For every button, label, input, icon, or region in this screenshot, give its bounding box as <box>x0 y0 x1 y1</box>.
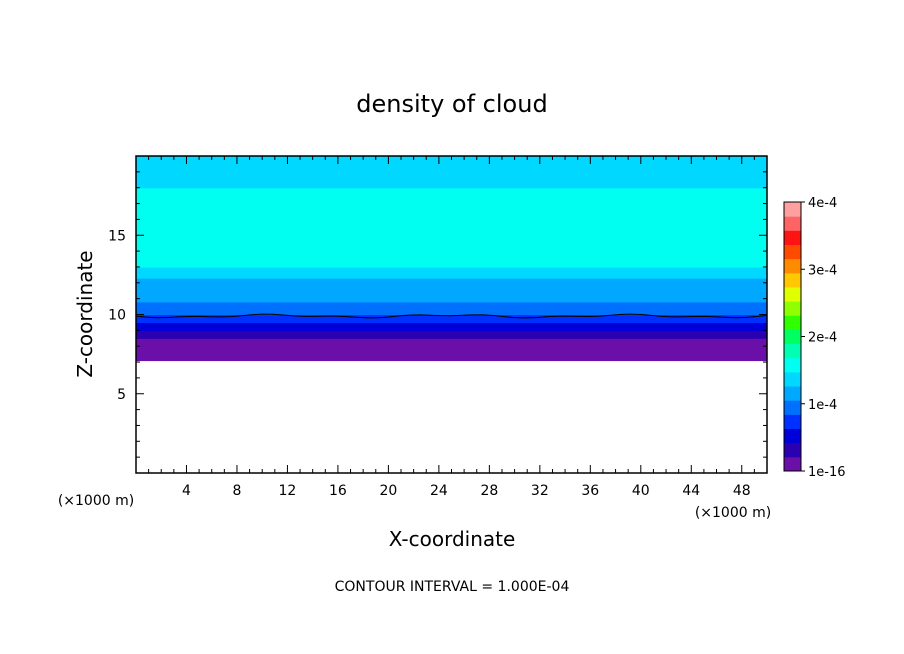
density-band <box>136 352 767 362</box>
x-tick-label: 20 <box>379 483 397 499</box>
colorbar-segment <box>784 428 801 444</box>
contour-interval-note: CONTOUR INTERVAL = 1.000E-04 <box>335 579 570 595</box>
density-band <box>136 219 767 236</box>
x-tick-label: 40 <box>632 483 650 499</box>
x-axis-label: X-coordinate <box>389 527 516 551</box>
contour-line-group <box>136 313 767 319</box>
y-axis: 5 10 15 <box>108 171 767 458</box>
contour-line <box>136 313 767 319</box>
y-unit-label: (×1000 m) <box>58 493 134 509</box>
x-tick-label: 4 <box>182 483 191 499</box>
density-band <box>136 266 767 279</box>
density-band <box>136 322 767 331</box>
density-field <box>136 156 767 362</box>
x-axis: 4 8 12 16 20 24 28 32 36 40 44 48 <box>148 156 755 499</box>
density-band <box>136 290 767 303</box>
density-band <box>136 235 767 252</box>
colorbar-segment <box>784 216 801 231</box>
colorbar-segment <box>784 286 801 302</box>
colorbar-segment <box>784 343 801 359</box>
x-tick-label: 24 <box>430 483 448 499</box>
density-band <box>136 171 767 189</box>
density-band <box>136 278 767 292</box>
colorbar-tick-label: 1e-4 <box>808 398 837 413</box>
colorbar-segment <box>784 329 801 345</box>
colorbar-tick-label: 2e-4 <box>808 331 837 346</box>
x-tick-label: 48 <box>733 483 751 499</box>
colorbar-segment <box>784 371 801 387</box>
x-tick-label: 44 <box>682 483 700 499</box>
colorbar-segment <box>784 386 801 401</box>
colorbar-segment <box>784 315 801 330</box>
x-tick-label: 8 <box>232 483 241 499</box>
colorbar-segment <box>784 301 801 316</box>
colorbar-segment <box>784 357 801 373</box>
x-tick-label: 28 <box>480 483 498 499</box>
colorbar-segment <box>784 244 801 260</box>
density-band <box>136 314 767 324</box>
colorbar-segment <box>784 414 801 430</box>
colorbar-tick-label: 1e-16 <box>808 465 846 480</box>
x-tick-label: 32 <box>531 483 549 499</box>
x-tick-label: 36 <box>581 483 599 499</box>
density-band <box>136 346 767 354</box>
density-band <box>136 301 767 316</box>
colorbar: 1e-16 1e-4 2e-4 3e-4 4e-4 <box>783 196 846 480</box>
colorbar-tick-label: 4e-4 <box>808 196 837 211</box>
colorbar-segment <box>784 442 801 458</box>
x-tick-label: 12 <box>279 483 297 499</box>
y-tick-label: 10 <box>108 308 126 324</box>
colorbar-segment <box>784 258 801 274</box>
y-tick-label: 15 <box>108 228 126 244</box>
density-band <box>136 203 767 220</box>
density-band <box>136 330 767 339</box>
density-band <box>136 251 767 268</box>
density-band <box>136 156 767 173</box>
density-band <box>136 187 767 205</box>
density-band <box>136 338 767 347</box>
colorbar-segment <box>784 230 801 245</box>
colorbar-segment <box>784 202 801 217</box>
colorbar-segment <box>784 272 801 288</box>
chart-title: density of cloud <box>356 90 547 118</box>
colorbar-segment <box>784 456 801 472</box>
colorbar-segment <box>784 400 801 415</box>
y-tick-label: 5 <box>117 387 126 403</box>
y-axis-label: Z-coordinate <box>73 250 97 377</box>
x-tick-label: 16 <box>329 483 347 499</box>
colorbar-tick-label: 3e-4 <box>808 263 837 278</box>
x-unit-label: (×1000 m) <box>695 505 771 521</box>
